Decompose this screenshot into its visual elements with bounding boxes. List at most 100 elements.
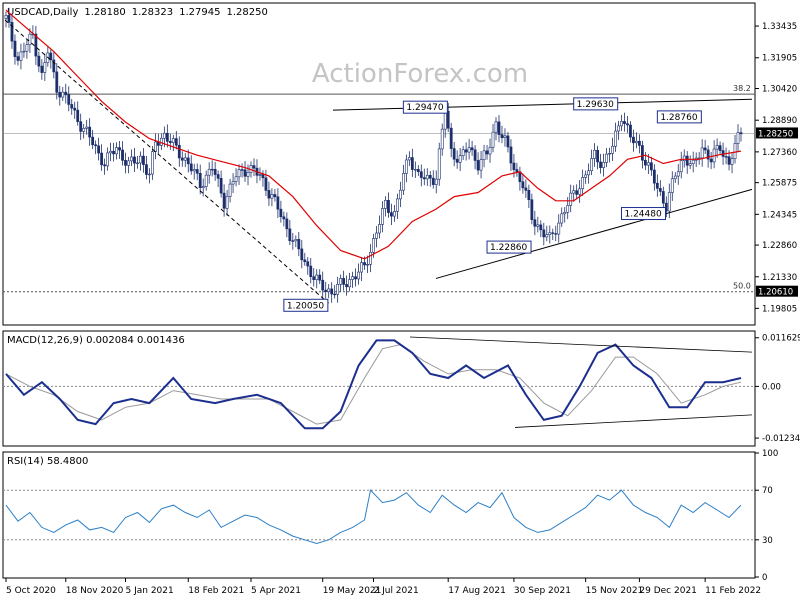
candle-body xyxy=(700,147,704,159)
candle-body xyxy=(524,187,528,191)
candle-body xyxy=(539,224,543,231)
candle-body xyxy=(204,174,208,187)
candle-body xyxy=(309,265,313,278)
candle-body xyxy=(551,232,555,234)
x-tick-label: 15 Nov 2021 xyxy=(586,586,644,596)
candle-body xyxy=(646,162,650,166)
candle-body xyxy=(375,232,378,239)
candle-body xyxy=(401,173,405,191)
candle-body xyxy=(82,128,86,132)
candle-body xyxy=(617,125,620,132)
candle-body xyxy=(28,33,32,46)
candle-body xyxy=(673,175,677,180)
price-annotation-box xyxy=(620,207,666,221)
x-tick-label: 5 Jan 2021 xyxy=(126,586,174,596)
candle-body xyxy=(479,159,483,171)
candle-body xyxy=(76,109,80,122)
price-annotation-box xyxy=(402,100,448,114)
candle-body xyxy=(515,169,519,173)
candle-body xyxy=(521,181,525,189)
candle-body xyxy=(100,152,104,166)
candle-body xyxy=(709,158,713,163)
x-tick-label: 19 May 2021 xyxy=(323,586,382,596)
candle-body xyxy=(52,59,56,73)
candle-body xyxy=(282,216,286,220)
candle-body xyxy=(635,140,638,144)
candle-body xyxy=(216,174,220,179)
candle-body xyxy=(22,50,26,53)
candle-body xyxy=(88,126,92,138)
ohlc-open: 1.28180 xyxy=(84,7,125,18)
candle-body xyxy=(626,123,629,126)
candle-body xyxy=(267,190,271,199)
candle-body xyxy=(384,200,387,209)
candle-body xyxy=(177,144,181,159)
rsi-panel-frame xyxy=(2,451,756,579)
candle-body xyxy=(381,208,384,225)
candle-body xyxy=(366,264,369,266)
candle-body xyxy=(234,176,238,182)
candle-body xyxy=(602,162,605,168)
candle-body xyxy=(530,199,534,220)
macd-title: MACD(12,26,9) 0.002084 0.001436 xyxy=(7,335,185,346)
candle-body xyxy=(584,174,588,178)
fib-level-label: 38.2 xyxy=(733,84,751,93)
macd-lower-trendline xyxy=(514,414,753,428)
candle-body xyxy=(545,234,549,238)
candle-body xyxy=(467,147,471,153)
price-annotation-label: 1.22860 xyxy=(490,243,527,253)
price-plot: 1.33435 1.31905 1.30420 1.28890 1.27360 1.258… xyxy=(3,7,798,314)
candle-body xyxy=(491,131,495,148)
candle-body xyxy=(231,181,235,185)
candle-body xyxy=(285,218,289,230)
candle-body xyxy=(168,141,172,143)
candle-body xyxy=(151,151,154,175)
candle-body xyxy=(548,232,552,235)
candle-body xyxy=(174,138,178,146)
candle-body xyxy=(145,164,148,175)
candle-body xyxy=(279,208,283,218)
candle-body xyxy=(291,240,295,242)
candle-body xyxy=(103,164,106,167)
x-tick-label: 5 Oct 2020 xyxy=(6,586,56,596)
x-tick-label: 18 Nov 2020 xyxy=(66,586,124,596)
candle-body xyxy=(73,107,77,111)
candle-body xyxy=(563,212,567,215)
x-tick-label: 18 Feb 2021 xyxy=(188,586,244,596)
candle-body xyxy=(180,157,184,161)
candle-body xyxy=(315,274,319,280)
candle-body xyxy=(228,183,232,197)
candle-body xyxy=(363,262,366,266)
candle-body xyxy=(40,65,44,73)
candle-body xyxy=(318,274,322,281)
candle-body xyxy=(706,149,710,160)
candle-body xyxy=(488,146,492,155)
candle-body xyxy=(667,192,671,212)
candle-body xyxy=(345,284,349,288)
x-tick-label: 2 Jul 2021 xyxy=(374,586,419,596)
candle-body xyxy=(133,156,136,164)
candle-body xyxy=(10,22,14,42)
candle-body xyxy=(679,160,683,173)
candle-body xyxy=(470,147,474,151)
candle-body xyxy=(183,157,187,161)
candle-body xyxy=(458,155,462,163)
candle-body xyxy=(614,130,617,147)
candle-body xyxy=(297,239,301,250)
candle-body xyxy=(560,213,564,224)
rsi-line xyxy=(5,489,742,545)
candle-body xyxy=(148,173,151,176)
rsi-y-tick-label: 70 xyxy=(762,486,773,496)
candle-body xyxy=(153,141,157,153)
rsi-y-tick-label: 100 xyxy=(762,449,778,459)
price-annotation-box xyxy=(573,97,619,111)
candle-body xyxy=(730,158,734,165)
candle-body xyxy=(497,121,501,135)
price-y-tick-label: 1.19805 xyxy=(762,304,797,314)
candle-body xyxy=(351,276,354,280)
x-axis: 5 Oct 2020 18 Nov 2020 5 Jan 2021 18 Feb 20… xyxy=(5,578,761,596)
candle-body xyxy=(139,155,142,164)
candle-body xyxy=(70,104,74,109)
candle-body xyxy=(593,149,596,159)
